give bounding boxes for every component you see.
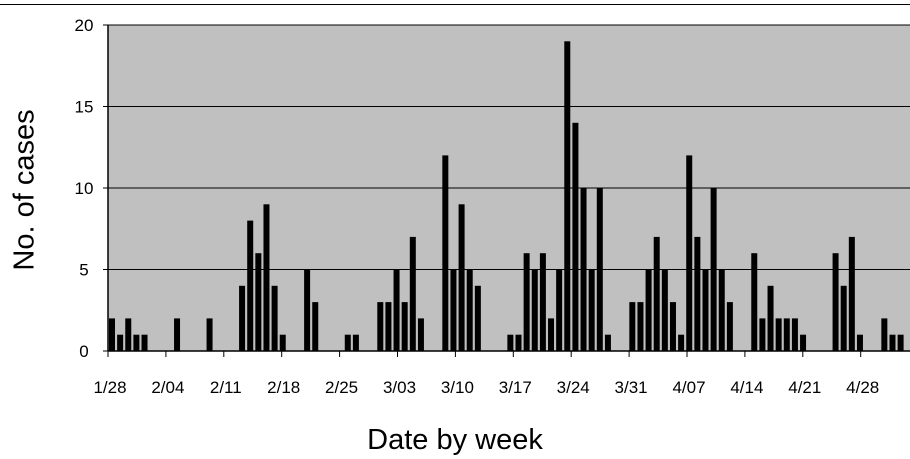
bar [759, 318, 766, 351]
x-tick-label: 3/31 [615, 378, 648, 397]
bar [661, 269, 668, 351]
bar [564, 41, 571, 352]
bar [596, 188, 603, 351]
bar [385, 302, 392, 351]
bar [645, 269, 652, 351]
bar [377, 302, 384, 351]
x-tick-label: 2/18 [267, 378, 300, 397]
bar [239, 285, 246, 351]
bar [637, 302, 644, 351]
bar [881, 318, 888, 351]
bar [474, 285, 481, 351]
bar [718, 269, 725, 351]
bar [458, 204, 465, 351]
bar [556, 269, 563, 351]
y-tick-label: 5 [79, 261, 88, 280]
y-tick-label: 20 [75, 16, 94, 35]
bar [523, 253, 530, 351]
bar [767, 285, 774, 351]
x-tick-label: 3/24 [557, 378, 590, 397]
bar [271, 285, 278, 351]
bar [856, 334, 863, 351]
bar [255, 253, 262, 351]
x-tick-label: 4/21 [788, 378, 821, 397]
bar [393, 269, 400, 351]
bar [775, 318, 782, 351]
bar [604, 334, 611, 351]
x-tick-label: 4/14 [730, 378, 763, 397]
bar [304, 269, 311, 351]
bar [840, 285, 847, 351]
x-tick-label: 3/17 [499, 378, 532, 397]
bar [117, 334, 124, 351]
bar [442, 155, 449, 351]
bar [263, 204, 270, 351]
bar [352, 334, 359, 351]
bar [783, 318, 790, 351]
bar [694, 236, 701, 351]
bar [669, 302, 676, 351]
bar [466, 269, 473, 351]
bar [800, 334, 807, 351]
bar [832, 253, 839, 351]
bar [791, 318, 798, 351]
y-tick-label: 0 [79, 342, 88, 361]
x-axis-label: Date by week [367, 424, 543, 456]
bar [702, 269, 709, 351]
y-tick-label: 10 [75, 179, 94, 198]
bar [174, 318, 181, 351]
bar [312, 302, 319, 351]
bar [710, 188, 717, 351]
bar [125, 318, 132, 351]
x-tick-label: 2/11 [210, 378, 242, 397]
bar [548, 318, 555, 351]
bar [889, 334, 896, 351]
bar [450, 269, 457, 351]
bar [848, 236, 855, 351]
bar [507, 334, 514, 351]
y-tick-label: 15 [75, 98, 94, 117]
x-tick-label: 2/25 [325, 378, 358, 397]
bar [678, 334, 685, 351]
bar [629, 302, 636, 351]
bar [133, 334, 140, 351]
bar [588, 269, 595, 351]
bar [653, 236, 660, 351]
bar [726, 302, 733, 351]
x-tick-label: 4/28 [846, 378, 879, 397]
bar [109, 318, 115, 351]
bar [686, 155, 693, 351]
x-tick-label: 2/04 [151, 378, 184, 397]
bar-plot: 0 5 10 15 20 1/28 2/04 2/11 2/18 2/25 3/03 3/10 3/17… [75, 16, 910, 397]
bar [897, 334, 904, 351]
bar [531, 269, 538, 351]
bar [401, 302, 408, 351]
x-tick-label: 3/10 [441, 378, 474, 397]
bar [141, 334, 148, 351]
bar [417, 318, 424, 351]
x-tick-label: 3/03 [383, 378, 416, 397]
bar [572, 122, 579, 351]
bar [206, 318, 213, 351]
x-tick-label: 1/28 [93, 378, 126, 397]
top-border-line [0, 4, 910, 5]
bar [279, 334, 286, 351]
bar [515, 334, 522, 351]
x-tick-label: 4/07 [672, 378, 705, 397]
bar [247, 220, 254, 351]
bar [344, 334, 351, 351]
bar [580, 188, 587, 351]
bar [751, 253, 758, 351]
bar [409, 236, 416, 351]
bar [539, 253, 546, 351]
